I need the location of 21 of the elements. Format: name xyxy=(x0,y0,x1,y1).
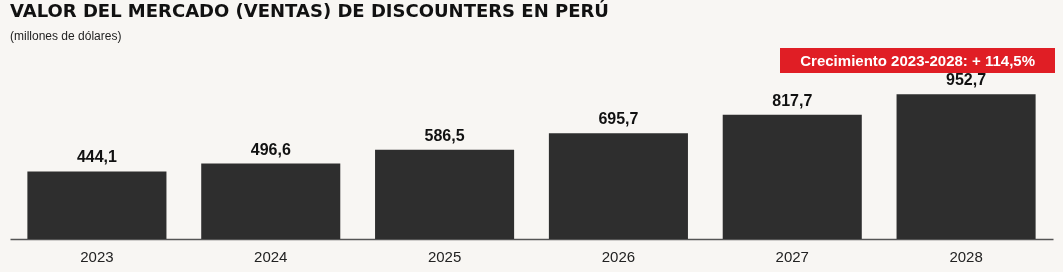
data-label: 695,7 xyxy=(598,110,639,128)
chart-title: VALOR DEL MERCADO (VENTAS) DE DISCOUNTERS EN PERÚ xyxy=(10,0,609,22)
x-tick-label: 2024 xyxy=(254,247,288,265)
data-label: 586,5 xyxy=(424,126,465,144)
bar xyxy=(375,149,515,239)
x-tick-label: 2025 xyxy=(427,247,462,265)
chart-subtitle: (millones de dólares) xyxy=(10,29,122,44)
data-label: 444,1 xyxy=(76,148,118,166)
bar xyxy=(548,133,688,239)
bar xyxy=(722,114,862,239)
data-label: 496,6 xyxy=(250,140,291,158)
bar xyxy=(201,163,341,239)
bar xyxy=(27,171,167,239)
x-tick-label: 2028 xyxy=(949,247,983,265)
x-tick-label: 2026 xyxy=(601,247,636,265)
text: Crecimiento 2023-2028: + 114,5% xyxy=(780,48,1055,73)
data-label: 817,7 xyxy=(772,91,813,109)
data-label: 952,7 xyxy=(946,71,987,89)
bar xyxy=(896,94,1036,239)
x-tick-label: 2027 xyxy=(775,247,809,265)
x-tick-label: 2023 xyxy=(80,247,114,265)
